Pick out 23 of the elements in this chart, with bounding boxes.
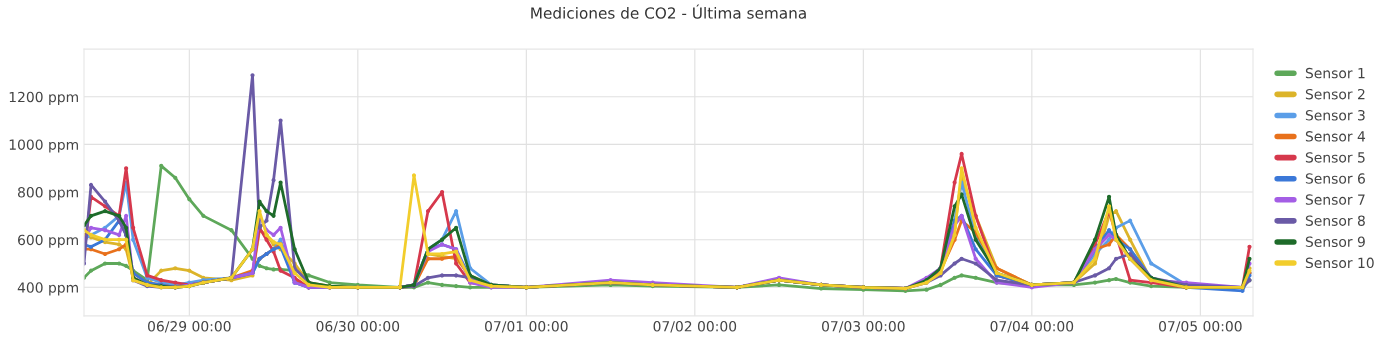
x-tick-label: 07/01 00:00 — [485, 321, 568, 333]
legend-label: Sensor 5 — [1305, 152, 1365, 163]
x-tick-label: 06/30 00:00 — [316, 321, 400, 333]
x-tick-label: 07/05 00:00 — [1159, 321, 1242, 333]
chart-title: Mediciones de CO2 - Última semana — [531, 4, 806, 19]
legend-label: Sensor 3 — [1305, 110, 1365, 121]
legend-label: Sensor 6 — [1305, 173, 1365, 184]
legend-label: Sensor 9 — [1305, 236, 1365, 247]
legend-label: Sensor 7 — [1305, 194, 1365, 205]
legend-label: Sensor 4 — [1305, 131, 1366, 142]
legend-label: Sensor 1 — [1305, 67, 1365, 79]
legend-label: Sensor 2 — [1305, 88, 1365, 100]
x-tick-label: 07/03 00:00 — [822, 321, 905, 333]
y-tick-label: 400 ppm — [17, 282, 78, 296]
legend-label: Sensor 8 — [1305, 215, 1365, 226]
y-tick-label: 1000 ppm — [9, 139, 78, 153]
x-tick-label: 06/29 00:00 — [148, 321, 231, 333]
y-tick-label: 1200 ppm — [9, 91, 78, 105]
x-tick-label: 07/02 00:00 — [653, 321, 737, 333]
legend-label: Sensor 10 — [1305, 257, 1374, 269]
y-tick-label: 600 ppm — [18, 234, 78, 248]
y-tick-label: 800 ppm — [17, 187, 78, 201]
x-tick-label: 07/04 00:00 — [990, 321, 1074, 333]
